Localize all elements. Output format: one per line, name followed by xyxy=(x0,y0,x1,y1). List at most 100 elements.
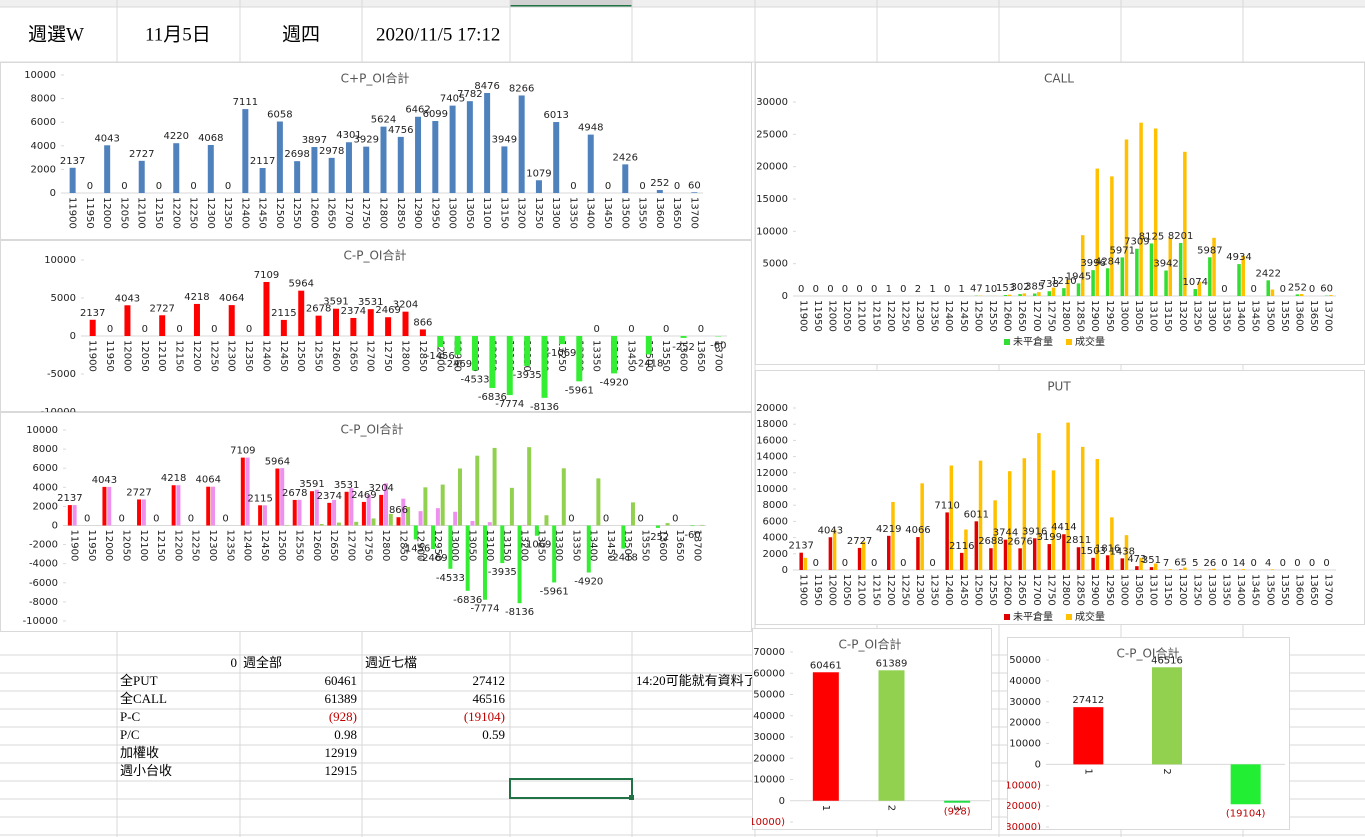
data-label: 2137 xyxy=(57,493,82,504)
data-label: 2426 xyxy=(613,152,638,163)
data-label: 6058 xyxy=(267,110,292,121)
bar xyxy=(1120,558,1125,570)
y-tick-label: 10000 xyxy=(756,226,788,237)
y-tick-label: 10000 xyxy=(26,425,58,436)
fill-handle[interactable] xyxy=(629,795,634,800)
bar xyxy=(1032,293,1037,296)
chart: C-P_OI合計 -10000 -5000 0 5000 10000 11900 11950 1… xyxy=(0,240,752,413)
x-tick-label: 13250 xyxy=(556,340,567,372)
data-label: 4934 xyxy=(1226,252,1251,263)
x-tick-label: 12100 xyxy=(136,197,147,229)
bar xyxy=(263,281,270,336)
bar xyxy=(366,494,371,526)
x-tick-label: 12450 xyxy=(278,340,289,372)
x-tick-label: 13700 xyxy=(691,530,702,562)
x-tick-label: 13550 xyxy=(1279,300,1290,332)
bar xyxy=(345,142,352,193)
x-tick-label: 12900 xyxy=(412,197,423,229)
data-label: 3996 xyxy=(1080,258,1105,269)
y-tick-label: 4000 xyxy=(31,141,56,152)
bar xyxy=(1168,237,1173,296)
chart-title: C-P_OI合計 xyxy=(839,637,902,652)
chart-area xyxy=(0,62,752,240)
bar xyxy=(102,486,107,526)
data-label: 27412 xyxy=(1072,695,1104,706)
data-label: 4043 xyxy=(94,133,119,144)
data-label: 0 xyxy=(593,324,599,335)
bar xyxy=(413,525,418,540)
bar xyxy=(1178,569,1183,570)
y-tick-label: 8000 xyxy=(31,94,56,105)
bar xyxy=(1022,458,1027,570)
bar xyxy=(1076,283,1081,296)
bar xyxy=(828,537,833,570)
x-tick-label: 1 xyxy=(1082,768,1093,774)
x-tick-label: 12400 xyxy=(943,300,954,332)
data-label: 4 xyxy=(1265,558,1271,569)
bar xyxy=(193,303,200,336)
data-label: -3935 xyxy=(513,370,542,381)
x-tick-label: 12950 xyxy=(432,530,443,562)
data-label: -4533 xyxy=(436,573,465,584)
x-tick-label: 12500 xyxy=(972,300,983,332)
data-label: 0 xyxy=(1250,558,1256,569)
x-tick-label: 12200 xyxy=(191,340,202,372)
bar xyxy=(680,336,687,338)
bar xyxy=(1135,248,1139,296)
data-label: 4414 xyxy=(1051,522,1076,533)
x-tick-label: 13600 xyxy=(654,197,665,229)
table-cell: P-C xyxy=(120,709,140,724)
bar xyxy=(371,518,376,526)
data-label: 7110 xyxy=(934,500,959,511)
y-tick-label: 25000 xyxy=(756,129,788,140)
bar xyxy=(690,525,695,527)
data-label: -3935 xyxy=(488,567,517,578)
data-label: 1 xyxy=(959,284,965,295)
x-tick-label: 13450 xyxy=(1250,300,1261,332)
x-tick-label: 12900 xyxy=(1089,574,1100,606)
data-label: 0 xyxy=(1323,558,1329,569)
bar xyxy=(1153,563,1158,570)
bar xyxy=(1080,235,1085,296)
bar xyxy=(803,557,808,570)
x-tick-label: 12850 xyxy=(397,530,408,562)
data-label: 2678 xyxy=(282,488,307,499)
data-label: 866 xyxy=(389,505,408,516)
x-tick-label: 13200 xyxy=(518,530,529,562)
bar xyxy=(1007,294,1012,296)
x-tick-label: 13050 xyxy=(1133,574,1144,606)
y-tick-label: 18000 xyxy=(756,419,788,430)
bar xyxy=(1270,569,1275,570)
y-tick-label: 0 xyxy=(779,796,785,807)
y-tick-label: 10000 xyxy=(24,70,56,81)
data-label: 2422 xyxy=(1255,268,1280,279)
legend-swatch xyxy=(1004,614,1010,620)
data-label: -8136 xyxy=(530,402,559,413)
x-tick-label: 12550 xyxy=(313,340,324,372)
y-tick-label: (10000) xyxy=(745,817,785,828)
data-label: 6462 xyxy=(405,105,430,116)
data-label: 0 xyxy=(1250,284,1256,295)
header-cell: 11月5日 xyxy=(145,24,211,45)
data-label: 738 xyxy=(1040,279,1059,290)
x-tick-label: 13700 xyxy=(712,340,723,372)
bar xyxy=(622,164,629,193)
x-tick-label: 13650 xyxy=(671,197,682,229)
data-label: 2374 xyxy=(317,491,342,502)
bar xyxy=(1032,538,1037,570)
data-label: 60461 xyxy=(810,660,842,671)
x-tick-label: 12550 xyxy=(294,530,305,562)
x-tick-label: 12500 xyxy=(972,574,983,606)
bar xyxy=(1193,289,1198,296)
data-label: 3949 xyxy=(492,134,517,145)
bar xyxy=(832,529,837,570)
x-tick-label: 13250 xyxy=(533,197,544,229)
data-label: 0 xyxy=(156,181,162,192)
x-tick-label: 12600 xyxy=(1002,574,1013,606)
y-tick-label: 10000 xyxy=(753,775,785,786)
data-label: 0 xyxy=(1309,284,1315,295)
selected-cell[interactable] xyxy=(509,778,633,799)
data-label: 61389 xyxy=(876,658,908,669)
bar xyxy=(1105,555,1110,570)
